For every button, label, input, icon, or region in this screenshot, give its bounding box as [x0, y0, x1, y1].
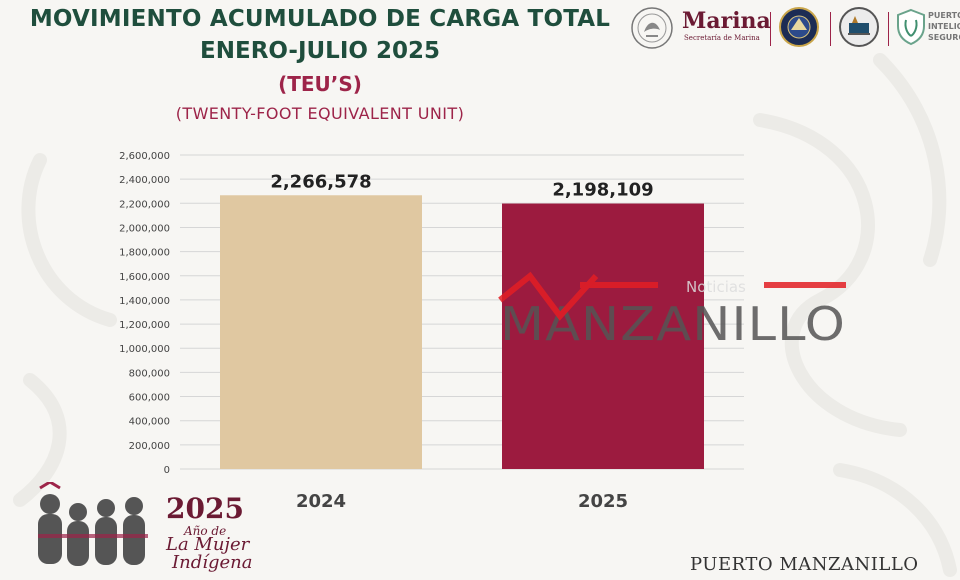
watermark-accent-bar	[580, 282, 658, 288]
y-tick-label: 2,600,000	[119, 151, 170, 162]
mexico-shield-icon	[631, 7, 673, 49]
smart-port-shield-icon	[897, 8, 925, 46]
bar-2025	[502, 203, 704, 469]
chart-period: ENERO-JULIO 2025	[200, 38, 440, 64]
smart-port-text: PUERTO INTELIGENTE SEGURO	[928, 11, 960, 42]
chart-unit: (TEU’S)	[278, 72, 362, 96]
watermark-m-accent	[498, 271, 599, 321]
y-tick-label: 2,000,000	[119, 223, 170, 234]
x-category-label: 2025	[578, 491, 628, 512]
watermark-small-text: Noticias	[686, 278, 746, 296]
footer-sub-line3: Indígena	[172, 552, 253, 573]
bar-2024	[220, 195, 422, 469]
footer-sub-line1: Año de	[184, 524, 227, 538]
watermark-accent-bar	[764, 282, 846, 288]
bar-value-label: 2,198,109	[552, 180, 653, 201]
logo-divider	[830, 12, 831, 46]
y-tick-label: 1,800,000	[119, 248, 170, 259]
y-tick-label: 600,000	[129, 393, 170, 404]
naval-seal-icon	[779, 7, 819, 47]
y-tick-label: 800,000	[129, 368, 170, 379]
x-category-label: 2024	[296, 491, 346, 512]
y-tick-label: 1,000,000	[119, 344, 170, 355]
watermark-big-text: MANZANILLO	[500, 297, 846, 351]
watermark: Noticias MANZANILLO	[498, 271, 846, 351]
women-illustration	[38, 482, 148, 566]
y-tick-label: 400,000	[129, 417, 170, 428]
y-tick-label: 1,400,000	[119, 296, 170, 307]
y-tick-label: 200,000	[129, 441, 170, 452]
logo-bar: Marina Secretaría de Marina PUERTO INTEL…	[626, 4, 960, 50]
y-tick-label: 1,200,000	[119, 320, 170, 331]
logo-divider	[888, 12, 889, 46]
marina-logo-text: Marina	[682, 8, 771, 34]
chart-unit-full: (TWENTY-FOOT EQUIVALENT UNIT)	[175, 104, 465, 123]
y-tick-label: 2,400,000	[119, 175, 170, 186]
y-tick-label: 0	[164, 465, 170, 476]
bar-value-label: 2,266,578	[270, 171, 371, 192]
footer-year: 2025	[166, 492, 244, 525]
port-authority-seal-icon	[839, 7, 879, 47]
logo-divider	[770, 12, 771, 46]
marina-logo-sub: Secretaría de Marina	[684, 34, 760, 42]
footer-place: PUERTO MANZANILLO	[690, 554, 919, 575]
y-tick-label: 1,600,000	[119, 272, 170, 283]
chart-title: MOVIMIENTO ACUMULADO DE CARGA TOTAL	[29, 6, 611, 32]
y-tick-label: 2,200,000	[119, 199, 170, 210]
footer-sub-line2: La Mujer	[166, 534, 250, 555]
